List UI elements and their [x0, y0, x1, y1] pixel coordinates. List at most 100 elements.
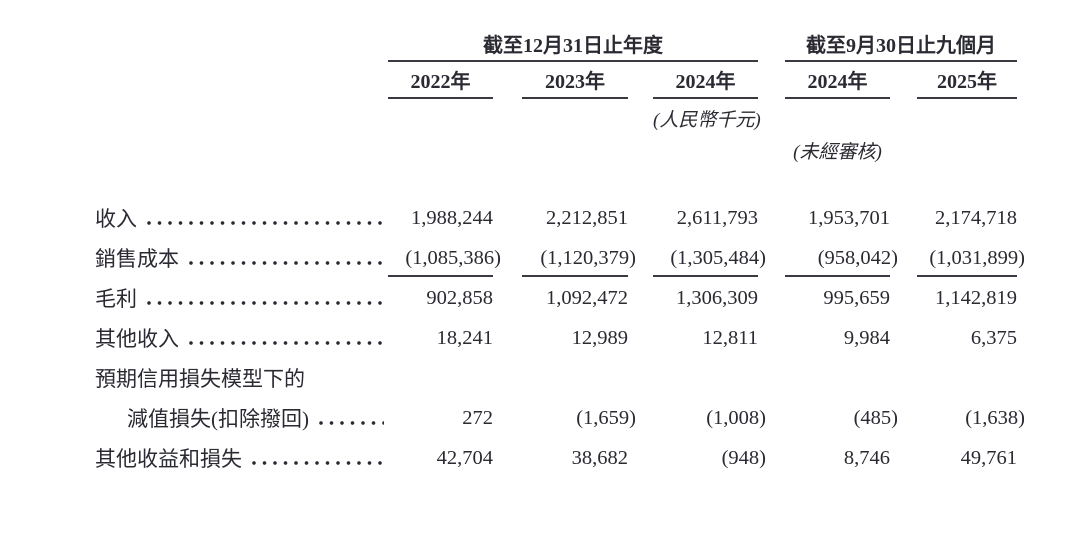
row-label-cell: 收入 — [95, 203, 388, 233]
table-row: 毛利 902,858 1,092,472 1,306,309 995,659 1,142,… — [95, 278, 1025, 318]
value-text: (1,031,899) — [929, 247, 1025, 269]
value-cell: 1,306,309 — [653, 278, 766, 318]
value-cell: (1,085,386) — [388, 238, 501, 278]
annual-period-title: 截至12月31日止年度 — [483, 35, 663, 57]
value-text: 42,704 — [436, 447, 493, 469]
value-text: 18,241 — [436, 327, 493, 349]
row-label-cell: 減值損失(扣除撥回) — [95, 403, 388, 433]
year-column-label: 2022年 — [410, 71, 471, 93]
value-cell: (1,120,379) — [522, 238, 636, 278]
value-text: 8,746 — [843, 447, 890, 469]
row-label-cell: 預期信用損失模型下的 — [95, 363, 388, 393]
value-cell: 995,659 — [785, 278, 898, 318]
row-label: 銷售成本 — [95, 247, 179, 271]
value-text: (1,085,386) — [405, 247, 501, 269]
value-cell: 38,682 — [522, 438, 636, 478]
leader-dots — [147, 301, 384, 305]
value-cell: (1,638) — [917, 398, 1025, 438]
value-cell: (1,008) — [653, 398, 766, 438]
currency-unit-note: (人民幣千元) — [653, 110, 761, 131]
year-column-label: 2025年 — [937, 71, 997, 93]
value-cell: 49,761 — [917, 438, 1025, 478]
value-text: (1,305,484) — [670, 247, 766, 269]
row-label: 其他收益和損失 — [95, 447, 242, 471]
table-row: 預期信用損失模型下的 — [95, 358, 1025, 398]
unaudited-note: (未經審核) — [793, 142, 882, 163]
value-cell: 9,984 — [785, 318, 898, 358]
value-text: 1,092,472 — [546, 287, 628, 309]
table-row: 其他收益和損失 42,704 38,682 (948) 8,746 49,761 — [95, 438, 1025, 478]
year-column-rule — [522, 97, 628, 99]
value-cell: 272 — [388, 398, 501, 438]
value-text: 9,984 — [843, 327, 890, 349]
value-cell: 18,241 — [388, 318, 501, 358]
value-cell: 12,811 — [653, 318, 766, 358]
value-cell: 1,988,244 — [388, 198, 501, 238]
leader-dots — [319, 421, 384, 425]
value-text: 38,682 — [571, 447, 628, 469]
value-text: 1,142,819 — [935, 287, 1017, 309]
value-cell: (1,305,484) — [653, 238, 766, 278]
value-text: (485) — [853, 407, 898, 429]
value-text: (1,120,379) — [540, 247, 636, 269]
value-text: 995,659 — [823, 287, 890, 309]
value-cell: 8,746 — [785, 438, 898, 478]
value-cell: (958,042) — [785, 238, 898, 278]
value-cell: 2,174,718 — [917, 198, 1025, 238]
value-text: 12,989 — [571, 327, 628, 349]
row-label-cell: 其他收益和損失 — [95, 443, 388, 473]
value-cell: 902,858 — [388, 278, 501, 318]
value-text: (1,659) — [576, 407, 636, 429]
value-text: 2,174,718 — [935, 207, 1017, 229]
value-text: 49,761 — [960, 447, 1017, 469]
year-column-rule — [388, 97, 493, 99]
value-cell: (1,031,899) — [917, 238, 1025, 278]
table-row: 減值損失(扣除撥回) 272 (1,659) (1,008) (485) (1,638) — [95, 398, 1025, 438]
interim-period-title: 截至9月30日止九個月 — [806, 35, 996, 57]
value-cell: 6,375 — [917, 318, 1025, 358]
row-label-cell: 銷售成本 — [95, 243, 388, 273]
value-text: (1,008) — [706, 407, 766, 429]
year-column-label: 2023年 — [545, 71, 605, 93]
year-column-rule — [917, 97, 1017, 99]
row-label: 其他收入 — [95, 327, 179, 351]
value-text: 272 — [462, 407, 493, 429]
row-label-cell: 其他收入 — [95, 323, 388, 353]
value-text: 6,375 — [970, 327, 1017, 349]
value-cell: (485) — [785, 398, 898, 438]
value-cell: 42,704 — [388, 438, 501, 478]
annual-period-rule — [388, 60, 758, 62]
value-text: 1,953,701 — [808, 207, 890, 229]
year-column-label: 2024年 — [675, 71, 736, 93]
value-cell: (1,659) — [522, 398, 636, 438]
year-column-rule — [653, 97, 758, 99]
value-text: 1,988,244 — [411, 207, 493, 229]
table-row: 銷售成本 (1,085,386) (1,120,379) (1,305,484) (95… — [95, 238, 1025, 278]
value-cell: 1,953,701 — [785, 198, 898, 238]
table-row: 收入 1,988,244 2,212,851 2,611,793 1,953,701 2,… — [95, 198, 1025, 238]
value-text: (948) — [721, 447, 766, 469]
leader-dots — [189, 261, 384, 265]
value-cell: 2,611,793 — [653, 198, 766, 238]
row-label: 收入 — [95, 207, 137, 231]
table-row: 其他收入 18,241 12,989 12,811 9,984 6,375 — [95, 318, 1025, 358]
value-cell: 1,092,472 — [522, 278, 636, 318]
value-text: (1,638) — [965, 407, 1025, 429]
value-text: (958,042) — [817, 247, 898, 269]
leader-dots — [252, 461, 384, 465]
income-statement-table: 收入 1,988,244 2,212,851 2,611,793 1,953,701 2,… — [95, 198, 1025, 478]
value-text: 12,811 — [702, 327, 758, 349]
value-text: 1,306,309 — [676, 287, 758, 309]
row-label: 毛利 — [95, 287, 137, 311]
value-cell: 2,212,851 — [522, 198, 636, 238]
value-cell: (948) — [653, 438, 766, 478]
value-text: 2,611,793 — [676, 207, 758, 229]
leader-dots — [147, 221, 384, 225]
interim-period-rule — [785, 60, 1017, 62]
row-label: 預期信用損失模型下的 — [95, 367, 305, 391]
year-column-rule — [785, 97, 890, 99]
leader-dots — [189, 341, 384, 345]
value-cell: 12,989 — [522, 318, 636, 358]
value-cell: 1,142,819 — [917, 278, 1025, 318]
